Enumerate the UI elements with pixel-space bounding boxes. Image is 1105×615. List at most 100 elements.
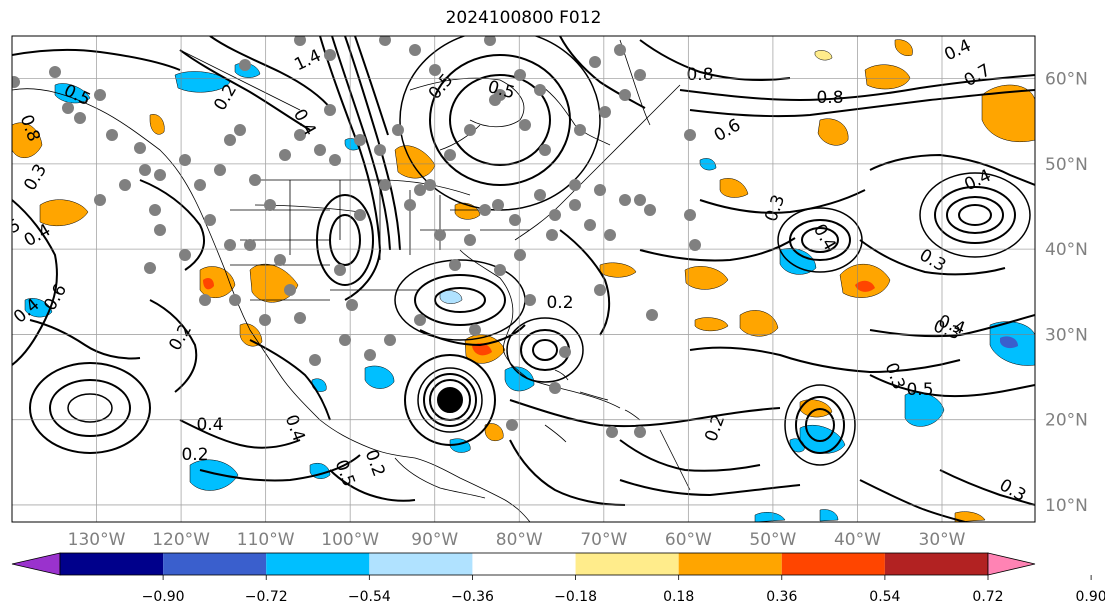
colorbar-tick-labels: −0.90 −0.72 −0.54 −0.36 −0.18 0.18 0.36 0.54 0.7… [142,575,1105,605]
longitude-label: 130°W [68,530,126,550]
station-dot [506,419,518,431]
station-markers [8,34,701,438]
latitude-label: 50°N [1045,155,1088,175]
station-dot [324,104,336,116]
station-dot [619,89,631,101]
station-dot [324,49,336,61]
station-dot [314,144,326,156]
station-dot [194,179,206,191]
station-dot [106,129,118,141]
station-dot [449,259,461,271]
colorbar-tick-label: 0.36 [766,589,797,605]
longitude-label: 60°W [665,530,712,550]
station-dot [434,229,446,241]
colorbar-segment [369,553,472,575]
station-dot [584,219,596,231]
contour-label: 0.6 [711,115,744,146]
station-dot [119,179,131,191]
station-dot [154,224,166,236]
contour-label: 1.4 [291,46,324,76]
colorbar-segment [472,553,575,575]
station-dot [569,199,581,211]
station-dot [294,312,306,324]
colorbar-tick-label: −0.36 [451,589,494,605]
station-dot [534,189,546,201]
station-dot [379,179,391,191]
station-dot [634,69,646,81]
contour-label: 0.4 [289,106,320,139]
station-dot [549,382,561,394]
station-dot [224,134,236,146]
station-dot [249,174,261,186]
station-dot [154,169,166,181]
contour-label: 0.5 [331,457,359,489]
station-dot [229,294,241,306]
station-dot [569,179,581,191]
longitude-label: 90°W [411,530,458,550]
negative-anomaly-shading [25,63,1035,522]
longitude-label: 30°W [919,530,966,550]
longitude-label: 100°W [321,530,379,550]
station-dot [239,59,251,71]
station-dot [404,199,416,211]
station-dot [606,426,618,438]
station-dot [354,134,366,146]
colorbar-segment [163,553,266,575]
colorbar-segment [885,553,988,575]
station-dot [599,106,611,118]
station-dot [494,264,506,276]
station-dot [259,314,271,326]
longitude-label: 80°W [496,530,543,550]
station-dot [139,164,151,176]
station-dot [514,69,526,81]
station-dot [392,124,404,136]
station-dot [284,284,296,296]
latitude-label: 20°N [1045,411,1088,431]
colorbar-segment [266,553,369,575]
station-dot [684,129,696,141]
station-dot [414,184,426,196]
contour-label: 0.7 [961,60,994,91]
station-dot [524,294,536,306]
longitude-label: 70°W [580,530,627,550]
station-dot [414,314,426,326]
contour-label: 0.3 [761,192,789,224]
station-dot [339,334,351,346]
station-dot [604,229,616,241]
station-dot [539,144,551,156]
station-dot [364,349,376,361]
contour-label: 0.4 [961,166,994,196]
station-dot [204,214,216,226]
station-dot [444,149,456,161]
contour-label: 0.4 [941,36,974,66]
station-dot [614,44,626,56]
station-dot [8,76,20,88]
station-dot [49,66,61,78]
contour-label: 0.8 [816,88,843,108]
station-dot [334,264,346,276]
contour-label: 0.5 [906,380,933,400]
latitude-labels: 60°N50°N40°N30°N20°N10°N [1045,70,1088,516]
colorbar-tick-label: −0.54 [348,589,391,605]
colorbar-tick-label: −0.90 [142,589,185,605]
colorbar-segment [60,553,163,575]
station-dot [546,229,558,241]
station-dot [464,234,476,246]
colorbar-tick-label: 0.54 [869,589,900,605]
latitude-label: 40°N [1045,240,1088,260]
station-dot [279,149,291,161]
colorbar-over-triangle [988,553,1035,575]
contour-label: 0.2 [361,447,389,479]
station-dot [549,209,561,221]
contour-label: 0.2 [181,445,208,465]
latitude-label: 10°N [1045,496,1088,516]
colorbar-tick-label: −0.72 [245,589,288,605]
station-dot [144,262,156,274]
station-dot [644,204,656,216]
contour-label: 0.4 [281,412,309,444]
colorbar [12,553,1035,575]
colorbar-segment [679,553,782,575]
station-dot [214,164,226,176]
longitude-label: 110°W [237,530,295,550]
colorbar-segment [576,553,679,575]
